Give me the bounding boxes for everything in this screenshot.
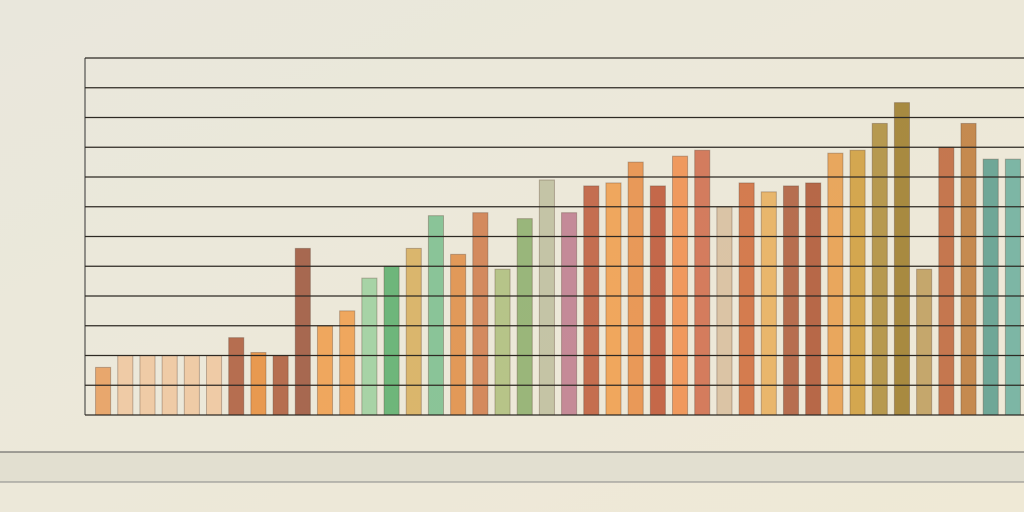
bar — [405, 247, 422, 416]
bar — [95, 366, 112, 416]
bar — [1004, 158, 1021, 416]
bar — [383, 265, 400, 416]
bar — [228, 337, 245, 416]
bar — [827, 152, 844, 416]
bar — [583, 185, 600, 416]
bar — [938, 146, 955, 416]
bar — [738, 182, 755, 416]
bar — [339, 310, 356, 416]
bar — [805, 182, 822, 416]
bar — [672, 155, 689, 416]
bar — [694, 149, 711, 416]
bar — [916, 268, 933, 416]
bar — [250, 352, 267, 416]
bar — [316, 325, 334, 416]
bar — [893, 102, 910, 416]
bar — [494, 268, 511, 416]
bar — [627, 161, 644, 416]
bar — [450, 253, 467, 416]
bar — [716, 206, 733, 416]
bar — [649, 185, 666, 416]
bar — [982, 158, 999, 416]
bar — [605, 182, 622, 416]
footer-band — [0, 452, 1024, 482]
bar — [294, 247, 311, 416]
bar — [538, 179, 555, 416]
bar — [960, 122, 977, 416]
bar — [361, 277, 378, 416]
bar — [760, 191, 777, 416]
bar — [782, 185, 800, 416]
bar — [849, 149, 866, 416]
bar — [871, 122, 888, 416]
